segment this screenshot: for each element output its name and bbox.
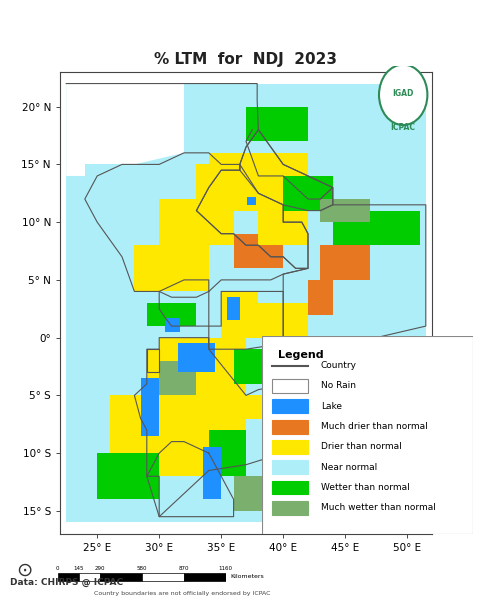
Bar [100, 573, 142, 581]
Bar [58, 573, 79, 581]
Bar [79, 573, 100, 581]
Text: 580: 580 [136, 566, 147, 571]
Text: 290: 290 [95, 566, 105, 571]
Text: Drier than normal: Drier than normal [321, 442, 401, 451]
Text: Near normal: Near normal [321, 463, 377, 472]
Text: Country: Country [321, 361, 357, 370]
Text: Much drier than normal: Much drier than normal [321, 422, 428, 431]
Text: Lake: Lake [321, 402, 342, 411]
Bar [272, 440, 308, 454]
Bar [272, 481, 308, 494]
Text: 0: 0 [56, 566, 60, 571]
Text: ICPAC: ICPAC [391, 122, 416, 131]
Text: Data: CHIRPS @ ICPAC: Data: CHIRPS @ ICPAC [10, 578, 123, 587]
Bar [142, 573, 183, 581]
Text: Wetter than normal: Wetter than normal [321, 483, 409, 492]
Bar [272, 419, 308, 434]
Text: ⊙: ⊙ [16, 561, 32, 580]
Bar [272, 400, 308, 413]
Text: 1160: 1160 [218, 566, 233, 571]
Text: IGAD: IGAD [393, 89, 414, 98]
Bar [184, 573, 226, 581]
Bar [272, 379, 308, 393]
Text: Country boundaries are not officially endorsed by ICPAC: Country boundaries are not officially en… [94, 591, 271, 596]
Text: Legend: Legend [278, 350, 324, 360]
Bar [272, 460, 308, 474]
Title: % LTM  for  NDJ  2023: % LTM for NDJ 2023 [155, 52, 337, 67]
Circle shape [379, 65, 427, 125]
Text: Much wetter than normal: Much wetter than normal [321, 503, 436, 512]
Text: No Rain: No Rain [321, 382, 356, 391]
Text: Kilometers: Kilometers [230, 574, 264, 579]
Text: 145: 145 [73, 566, 84, 571]
Text: 870: 870 [179, 566, 189, 571]
Bar [272, 501, 308, 515]
